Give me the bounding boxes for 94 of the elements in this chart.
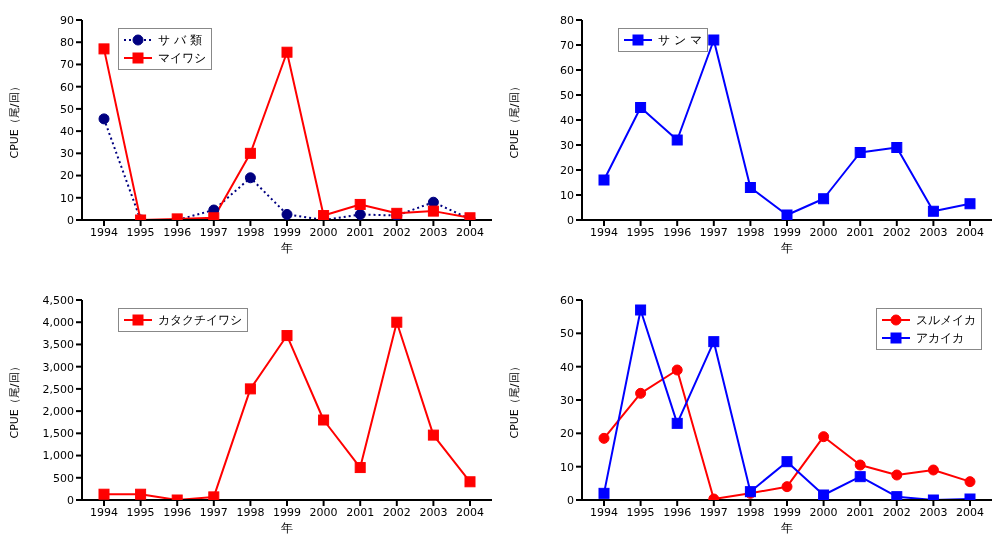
x-tick-label: 2001 [846,225,875,239]
y-tick-label: 30 [560,393,574,407]
x-tick-label: 1995 [626,225,655,239]
y-tick-label: 0 [67,493,74,507]
x-tick-label: 1999 [273,505,301,519]
x-tick-label: 2004 [956,225,984,239]
x-tick-label: 2002 [382,225,411,239]
x-tick-label: 2002 [382,505,411,519]
y-tick-label: 3,500 [42,338,74,352]
y-tick-label: 70 [560,38,574,52]
y-tick-label: 80 [560,13,574,27]
x-tick-label: 1997 [699,505,728,519]
x-tick-label: 2004 [956,505,984,519]
y-tick-label: 70 [60,58,74,72]
legend-label: マイワシ [158,50,206,67]
x-tick-label: 2003 [419,505,448,519]
y-axis-title: CPUE（尾/回） [7,361,21,439]
x-tick-label: 2003 [919,505,948,519]
x-tick-label: 1999 [773,505,801,519]
x-tick-label: 1998 [236,505,265,519]
y-tick-label: 50 [560,327,574,341]
x-tick-label: 1999 [273,225,301,239]
x-tick-label: 2000 [309,505,338,519]
x-tick-label: 1995 [126,505,155,519]
y-tick-label: 500 [53,471,74,485]
y-tick-label: 60 [60,80,74,94]
x-tick-label: 2003 [919,225,948,239]
x-axis-title: 年 [781,521,793,535]
x-tick-label: 1997 [699,225,728,239]
x-tick-label: 2003 [419,225,448,239]
x-tick-label: 1995 [626,505,655,519]
x-tick-label: 2000 [809,225,838,239]
x-tick-label: 1994 [590,225,618,239]
x-tick-label: 1994 [90,225,118,239]
x-tick-label: 1998 [736,505,765,519]
y-tick-label: 1,500 [42,427,74,441]
y-tick-label: 60 [560,293,574,307]
y-tick-label: 60 [560,63,574,77]
y-tick-label: 80 [60,36,74,50]
y-tick-label: 2,000 [42,405,74,419]
legend-label: スルメイカ [916,312,976,329]
y-tick-label: 90 [60,13,74,27]
y-tick-label: 50 [60,102,74,116]
y-tick-label: 10 [560,460,574,474]
x-tick-label: 2002 [882,225,911,239]
y-axis-title: CPUE（尾/回） [507,361,521,439]
x-tick-label: 2001 [846,505,875,519]
y-tick-label: 20 [560,427,574,441]
x-tick-label: 2004 [456,225,484,239]
legend-label: アカイカ [916,330,964,347]
legend-label: サ ン マ [658,32,702,49]
x-tick-label: 1996 [663,505,692,519]
x-tick-label: 1995 [126,225,155,239]
y-tick-label: 30 [60,147,74,161]
y-tick-label: 0 [67,213,74,227]
y-tick-label: 4,500 [42,293,74,307]
x-tick-label: 1996 [163,225,192,239]
legend-label: カタクチイワシ [158,312,242,329]
y-tick-label: 3,000 [42,360,74,374]
y-tick-label: 40 [60,125,74,139]
y-tick-label: 0 [567,213,574,227]
x-tick-label: 1994 [590,505,618,519]
x-tick-label: 2002 [882,505,911,519]
x-tick-label: 2000 [809,505,838,519]
y-tick-label: 10 [60,191,74,205]
y-tick-label: 30 [560,138,574,152]
y-tick-label: 0 [567,493,574,507]
x-tick-label: 1999 [773,225,801,239]
x-tick-label: 2004 [456,505,484,519]
x-axis-title: 年 [781,241,793,255]
y-tick-label: 1,000 [42,449,74,463]
x-tick-label: 1997 [199,225,228,239]
x-tick-label: 1998 [236,225,265,239]
y-tick-label: 2,500 [42,382,74,396]
y-axis-title: CPUE（尾/回） [7,81,21,159]
y-tick-label: 4,000 [42,316,74,330]
y-axis-title: CPUE（尾/回） [507,81,521,159]
x-tick-label: 2001 [346,225,375,239]
legend-label: サ バ 類 [158,32,202,49]
x-tick-label: 1997 [199,505,228,519]
y-tick-label: 20 [560,163,574,177]
x-tick-label: 1996 [663,225,692,239]
y-tick-label: 40 [560,113,574,127]
x-tick-label: 1994 [90,505,118,519]
y-tick-label: 50 [560,88,574,102]
x-tick-label: 1996 [163,505,192,519]
y-tick-label: 40 [560,360,574,374]
y-tick-label: 20 [60,169,74,183]
x-tick-label: 2001 [346,505,375,519]
x-axis-title: 年 [281,521,293,535]
y-tick-label: 10 [560,188,574,202]
x-tick-label: 1998 [736,225,765,239]
x-tick-label: 2000 [309,225,338,239]
x-axis-title: 年 [281,241,293,255]
